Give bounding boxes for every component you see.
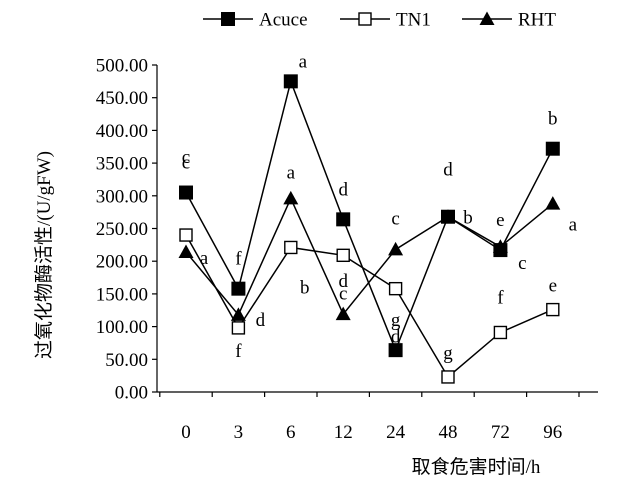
series-line-acuce [185, 78, 554, 353]
legend: Acuce TN1 RHT [203, 10, 556, 31]
legend-marker-acuce [221, 12, 235, 26]
y-tick-label: 400.00 [96, 121, 148, 142]
data-point-acuce [231, 281, 246, 296]
significance-label-acuce: d [443, 160, 453, 181]
y-tick-label: 350.00 [96, 154, 148, 175]
significance-label-tn1: c [339, 283, 347, 304]
x-tick-label: 3 [234, 422, 244, 443]
legend-marker-rht [479, 11, 495, 25]
y-tick-label: 500.00 [96, 56, 148, 77]
y-axis-ticks: 0.00 50.00 100.00 150.00 200.00 250.00 300.00 3… [96, 56, 157, 404]
y-tick-label: 250.00 [96, 219, 148, 240]
data-point-tn1 [284, 240, 298, 255]
data-point-rht [388, 241, 404, 256]
significance-label-rht: d [256, 310, 266, 331]
x-tick-label: 48 [439, 422, 458, 443]
significance-label-acuce: g [391, 310, 401, 331]
data-point-tn1 [231, 321, 246, 335]
significance-label-tn1: d [391, 327, 401, 348]
significance-label-acuce: c [182, 153, 190, 174]
y-tick-label: 300.00 [96, 186, 148, 207]
y-tick-label: 100.00 [96, 317, 148, 338]
significance-label-tn1: b [300, 277, 310, 298]
significance-label-tn1: e [549, 276, 557, 297]
legend-label-tn1: TN1 [396, 10, 431, 31]
y-axis-title: 过氧化物酶活性/(U/gFW) [33, 151, 55, 359]
x-tick-label: 0 [181, 422, 191, 443]
significance-label-tn1: f [235, 341, 242, 362]
legend-label-acuce: Acuce [259, 10, 308, 31]
significance-label-tn1: g [443, 343, 453, 364]
axes [156, 65, 598, 393]
significance-label-rht: a [569, 215, 578, 236]
x-tick-label: 72 [491, 422, 510, 443]
y-tick-label: 0.00 [115, 383, 148, 404]
data-point-rht [283, 190, 299, 205]
data-point-rht [230, 307, 246, 321]
significance-label-acuce: e [496, 210, 504, 231]
x-tick-label: 6 [286, 422, 296, 443]
data-point-tn1 [546, 302, 560, 317]
data-point-tn1 [336, 248, 350, 263]
significance-label-rht: a [200, 248, 209, 269]
significance-label-acuce: a [299, 51, 308, 72]
series-line-tn1 [185, 234, 554, 379]
data-point-rht [545, 196, 561, 210]
significance-label-rht: c [518, 253, 526, 274]
y-tick-label: 450.00 [96, 88, 148, 109]
significance-label-acuce: b [548, 109, 558, 130]
data-point-tn1 [493, 325, 508, 340]
y-tick-label: 50.00 [105, 350, 148, 371]
x-axis-title: 取食危害时间/h [412, 456, 541, 478]
significance-label-acuce: f [235, 249, 242, 270]
data-point-rht [492, 239, 508, 253]
significance-label-acuce: d [338, 179, 348, 200]
data-point-rht [335, 306, 351, 321]
x-tick-label: 24 [386, 422, 406, 443]
series-line-rht [185, 196, 554, 317]
significance-label-rht: a [287, 162, 296, 183]
x-tick-label: 12 [334, 422, 353, 443]
significance-label-tn1: c [182, 147, 190, 168]
x-tick-label: 96 [543, 422, 562, 443]
legend-label-rht: RHT [518, 10, 556, 31]
significance-label-rht: b [463, 208, 473, 229]
data-point-rht [440, 209, 456, 223]
significance-label-tn1: f [497, 287, 504, 308]
data-point-acuce [179, 185, 193, 200]
series-lines [185, 78, 554, 379]
significance-label-rht: c [391, 208, 399, 229]
significance-label-rht: d [338, 271, 348, 292]
legend-marker-tn1 [358, 12, 372, 26]
data-point-acuce [545, 141, 560, 156]
data-point-tn1 [179, 228, 193, 242]
data-point-tn1 [388, 281, 403, 296]
series-markers [178, 74, 561, 384]
data-point-acuce [388, 343, 403, 358]
data-point-tn1 [441, 370, 455, 384]
x-axis-ticks: 0 3 6 12 24 48 72 96 [159, 392, 580, 443]
data-point-acuce [283, 74, 298, 89]
y-tick-label: 200.00 [96, 252, 148, 273]
data-point-rht [178, 244, 194, 259]
data-point-acuce [336, 212, 351, 227]
y-tick-label: 150.00 [96, 284, 148, 305]
